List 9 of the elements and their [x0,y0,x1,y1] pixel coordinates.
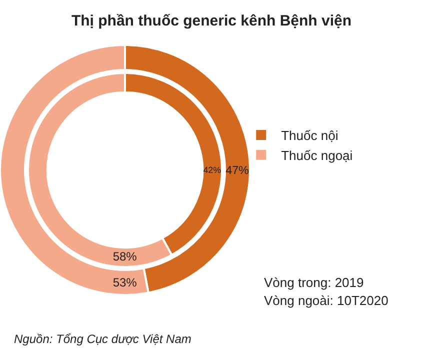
data-label: 58% [112,250,138,264]
chart-title: Thị phần thuốc generic kênh Bệnh viện [71,12,352,30]
legend-label: Thuốc nội [281,128,338,144]
data-label: 53% [112,275,138,290]
text: Vòng ngoài: 10T2020 [264,293,388,308]
text: Vòng trong: 2019 [264,275,364,290]
legend-label: Thuốc ngoại [281,148,353,163]
text: Nguồn: Tổng Cục dược Việt Nam [14,332,192,346]
data-label: 42% [203,164,222,175]
